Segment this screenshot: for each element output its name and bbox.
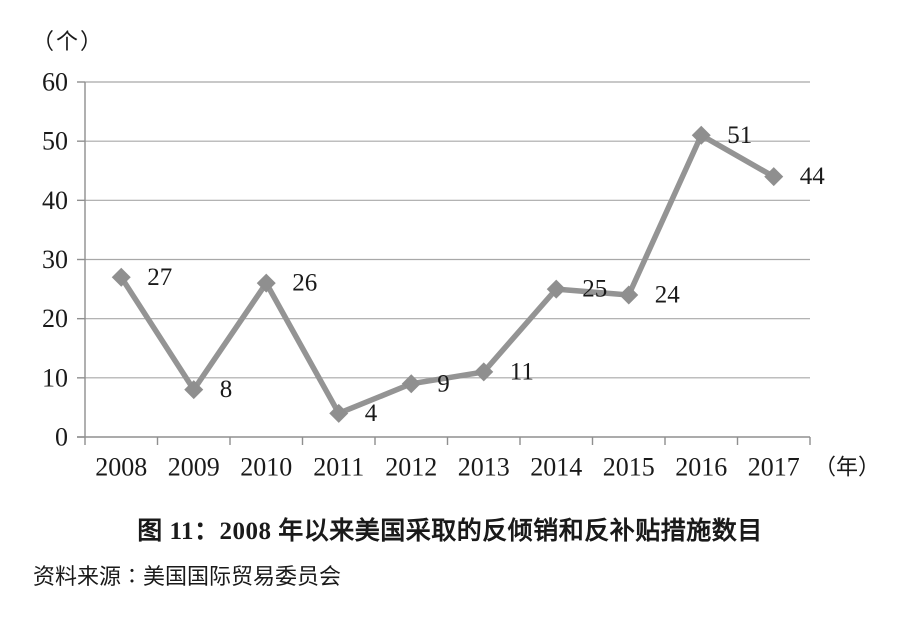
y-tick-label: 60 — [42, 68, 68, 97]
data-point-label: 11 — [510, 358, 534, 385]
data-point-label: 4 — [365, 400, 378, 427]
y-tick-label: 30 — [42, 245, 68, 274]
x-tick-label: 2015 — [603, 453, 655, 482]
x-tick-label: 2012 — [385, 453, 437, 482]
y-tick-label: 20 — [42, 304, 68, 333]
data-point-label: 26 — [292, 270, 317, 297]
y-tick-label: 40 — [42, 186, 68, 215]
y-axis-unit-label: （个） — [32, 29, 105, 54]
x-axis-unit-label: （年） — [814, 455, 880, 480]
data-point-label: 25 — [582, 276, 607, 303]
chart-title: 图 11：2008 年以来美国采取的反倾销和反补贴措施数目 — [137, 518, 763, 545]
y-tick-label: 0 — [55, 423, 68, 452]
data-point-marker — [474, 362, 494, 382]
x-tick-label: 2010 — [240, 453, 292, 482]
x-tick-label: 2008 — [95, 453, 147, 482]
data-point-label: 44 — [800, 163, 826, 190]
data-point-label: 9 — [437, 370, 450, 397]
data-point-marker — [546, 279, 566, 299]
data-point-marker — [329, 403, 349, 423]
data-line — [118, 131, 776, 417]
data-point-label: 51 — [727, 122, 752, 149]
data-point-marker — [619, 285, 639, 305]
x-tick-label: 2009 — [168, 453, 220, 482]
y-tick-label: 50 — [42, 127, 68, 156]
data-point-marker — [256, 273, 276, 293]
data-point-marker — [184, 380, 204, 400]
data-point-marker — [111, 267, 131, 287]
x-tick-label: 2016 — [675, 453, 727, 482]
y-tick-label: 10 — [42, 363, 68, 392]
data-point-label: 27 — [147, 264, 172, 291]
data-point-label: 8 — [220, 376, 233, 403]
data-point-marker — [401, 374, 421, 394]
x-tick-label: 2013 — [458, 453, 510, 482]
x-tick-label: 2017 — [748, 453, 800, 482]
data-point-marker — [764, 167, 784, 187]
line-chart: 0 10 20 30 40 50 60 2008 2009 2010 2011 2012 2013 201… — [42, 68, 880, 482]
chart-source: 资料来源∶美国国际贸易委员会 — [33, 564, 342, 589]
x-tick-label: 2014 — [530, 453, 582, 482]
data-point-label: 24 — [655, 282, 681, 309]
x-tick-label: 2011 — [313, 453, 364, 482]
data-point-marker — [691, 125, 711, 145]
